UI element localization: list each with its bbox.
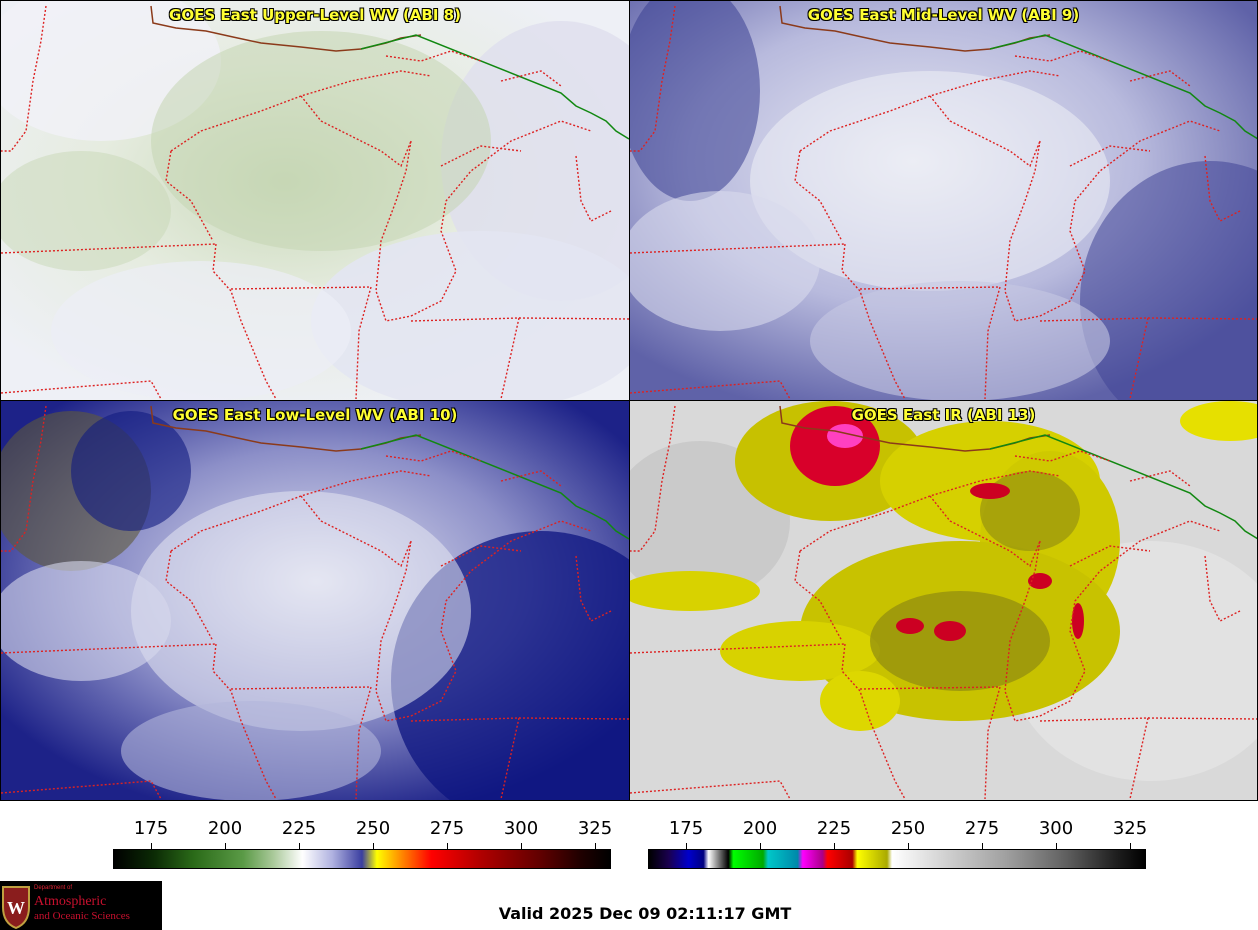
wv-tick: 250 [355,818,391,839]
ir-tick: 200 [742,818,778,839]
logo-dept: Department of [34,885,73,891]
panel-ir: GOES East IR (ABI 13) [629,400,1258,801]
wv-colorbar [113,849,611,869]
wv-tick: 325 [577,818,613,839]
logo-line2: and Oceanic Sciences [34,910,130,922]
panel-low-level-wv: GOES East Low-Level WV (ABI 10) [0,400,630,801]
wv-tick: 200 [207,818,243,839]
panel-upper-level-wv: GOES East Upper-Level WV (ABI 8) [0,0,630,401]
panel-mid-level-wv: GOES East Mid-Level WV (ABI 9) [629,0,1258,401]
ir-tick: 225 [816,818,852,839]
mid-wv-image [630,1,1257,400]
upper-wv-image [1,1,629,400]
low-wv-image [1,401,629,800]
ir-tick: 250 [890,818,926,839]
ir-tick: 300 [1038,818,1074,839]
aos-logo[interactable]: W Department of Atmospheric and Oceanic … [0,881,162,930]
logo-line1: Atmospheric [34,894,107,909]
ir-image [630,401,1257,800]
wv-tick: 275 [429,818,465,839]
uw-crest-icon: W [2,886,30,930]
ir-tick: 275 [964,818,1000,839]
ir-tick: 175 [668,818,704,839]
ir-tick: 325 [1112,818,1148,839]
wv-tick: 175 [133,818,169,839]
svg-text:W: W [7,898,25,918]
ir-colorbar [648,849,1146,869]
valid-time: Valid 2025 Dec 09 02:11:17 GMT [498,904,792,923]
wv-tick: 225 [281,818,317,839]
wv-tick: 300 [503,818,539,839]
